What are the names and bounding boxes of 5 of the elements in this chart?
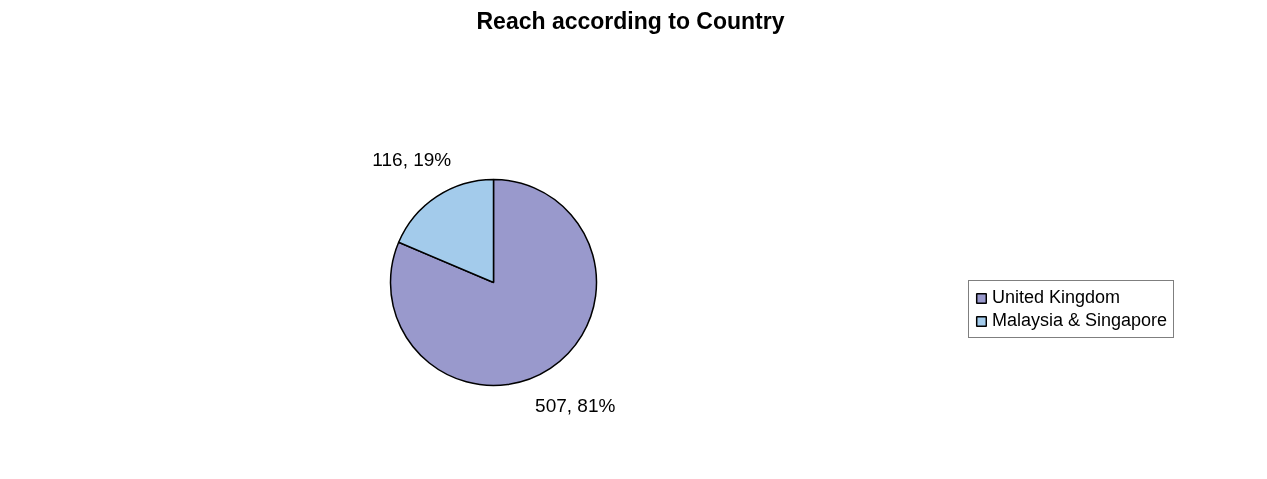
chart-title: Reach according to Country bbox=[476, 7, 785, 34]
data-label: 116, 19% bbox=[372, 148, 452, 170]
legend-label: Malaysia & Singapore bbox=[992, 310, 1168, 331]
legend-label: United Kingdom bbox=[992, 287, 1121, 308]
data-label: 507, 81% bbox=[535, 395, 616, 417]
